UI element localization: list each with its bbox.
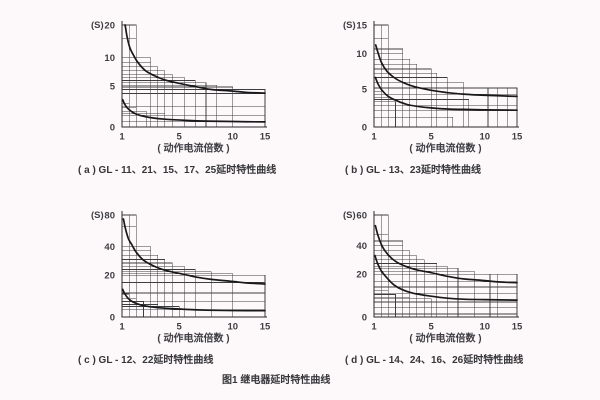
- x-axis-title: ( 动作电流倍数 ): [409, 332, 481, 345]
- x-axis-title: ( 动作电流倍数 ): [409, 142, 481, 155]
- y-tick-label: 15: [356, 21, 367, 32]
- figure-title: 图1 继电器延时特性曲线: [222, 375, 331, 386]
- tolerance-step-box: [373, 72, 437, 128]
- x-tick-label: 1: [119, 322, 125, 333]
- upper-limit-curve: [374, 44, 518, 98]
- x-tick-label: 10: [228, 322, 239, 333]
- chart-c-caption: ( c ) GL - 12、22延时特性曲线: [78, 355, 214, 366]
- x-tick-label: 5: [177, 322, 183, 333]
- y-axis-unit-label: (S): [343, 20, 356, 31]
- chart-block-c: 0 20 40 80 1 5 10 15 (S)( 动作电流倍数 ) ( c ) GL - 12…: [68, 198, 308, 366]
- y-tick-label: 0: [362, 313, 367, 324]
- x-tick-label: 5: [429, 132, 435, 143]
- y-tick-label: 60: [356, 211, 367, 222]
- y-tick-label: 0: [362, 123, 367, 134]
- y-tick-label: 0: [110, 123, 115, 134]
- tolerance-step-box: [373, 116, 454, 128]
- chart-a-caption: ( a ) GL - 11、21、15、17、25延时特性曲线: [78, 165, 277, 176]
- tolerance-step-box: [373, 82, 464, 128]
- x-tick-label: 5: [429, 322, 435, 333]
- chart-block-d: 0 20 40 60 1 5 10 15 (S)( 动作电流倍数 ) ( d ) GL - 14…: [320, 198, 560, 366]
- y-tick-label: 20: [104, 21, 115, 32]
- x-tick-label: 5: [177, 132, 183, 143]
- chart-block-a: 0 5 10 20 1 5 10 15 (S)( 动作电流倍数 ) ( a ) GL - 11、…: [68, 8, 308, 176]
- x-tick-label: 10: [480, 322, 491, 333]
- y-tick-label: 80: [104, 211, 115, 222]
- x-tick-label: 15: [260, 322, 271, 333]
- y-tick-label: 10: [356, 49, 367, 60]
- x-tick-label: 1: [371, 322, 377, 333]
- x-tick-label: 15: [512, 322, 523, 333]
- y-tick-label: 20: [356, 270, 367, 281]
- x-tick-label: 1: [119, 132, 125, 143]
- tolerance-step-box: [373, 294, 396, 318]
- chart-b-caption: ( b ) GL - 13、23延时特性曲线: [345, 165, 481, 176]
- y-tick-label: 40: [356, 241, 367, 252]
- y-tick-label: 5: [110, 82, 116, 93]
- y-tick-label: 10: [104, 53, 115, 64]
- chart-d-caption: ( d ) GL - 14、24、16、26延时特性曲线: [345, 355, 524, 366]
- upper-limit-curve: [374, 224, 518, 284]
- lower-limit-curve: [121, 288, 266, 312]
- y-tick-label: 20: [104, 271, 115, 282]
- x-axis-title: ( 动作电流倍数 ): [157, 332, 229, 345]
- x-tick-label: 10: [480, 132, 491, 143]
- y-axis-unit-label: (S): [91, 210, 104, 221]
- x-axis-title: ( 动作电流倍数 ): [157, 142, 229, 155]
- axis-line: [121, 21, 267, 128]
- upper-limit-curve: [122, 218, 266, 285]
- x-tick-label: 15: [512, 132, 523, 143]
- y-tick-label: 5: [362, 84, 368, 95]
- upper-limit-curve: [124, 24, 266, 94]
- tolerance-step-box: [373, 24, 382, 128]
- lower-limit-curve: [374, 254, 518, 301]
- x-tick-label: 15: [260, 132, 271, 143]
- axis-line: [373, 21, 519, 128]
- y-tick-label: 40: [104, 242, 115, 253]
- y-axis-unit-label: (S): [91, 20, 104, 31]
- y-tick-label: 0: [110, 313, 115, 324]
- chart-block-b: 0 5 10 15 1 5 10 15 (S)( 动作电流倍数 ) ( b ) GL - 13、…: [320, 8, 560, 176]
- axis-line: [373, 211, 519, 318]
- axis-line: [121, 211, 267, 318]
- x-tick-label: 1: [371, 132, 377, 143]
- lower-limit-curve: [121, 98, 266, 123]
- lower-limit-curve: [374, 76, 518, 112]
- x-tick-label: 10: [228, 132, 239, 143]
- y-axis-unit-label: (S): [343, 210, 356, 221]
